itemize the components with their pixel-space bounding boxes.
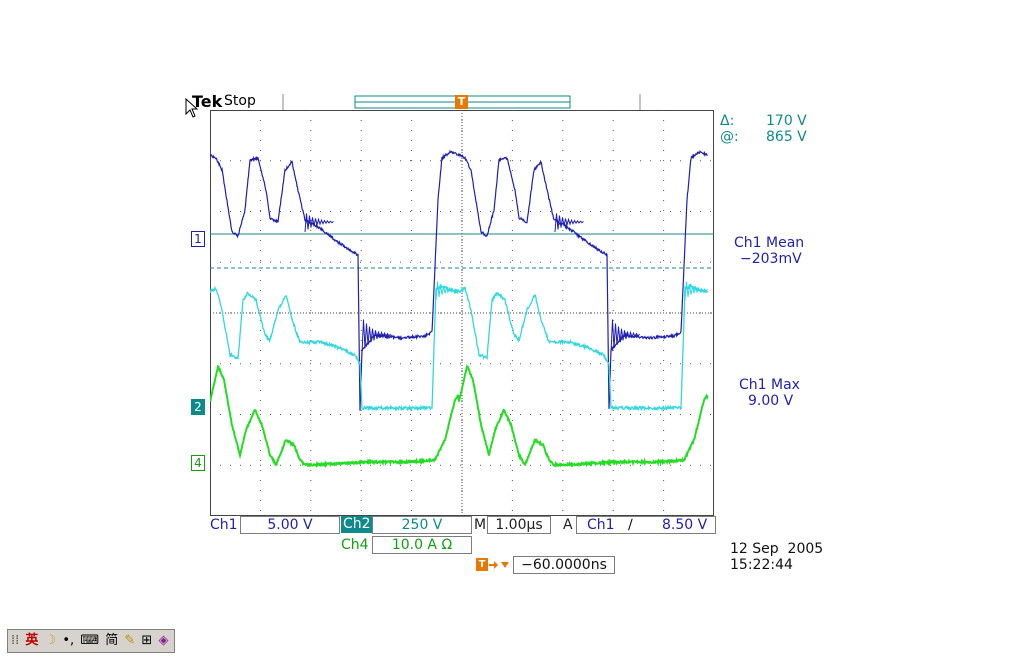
book-icon[interactable]: ◈ (158, 630, 168, 652)
trigger-level: 8.50 V (662, 517, 707, 533)
ime-toolbar[interactable]: ⁞⁞ 英 ☽ •, ⌨ 简 ✎ ⊞ ◈ (7, 629, 175, 653)
cursor-at-label: @: (720, 129, 739, 145)
trigger-source: Ch1 (587, 517, 615, 533)
moon-icon[interactable]: ☽ (45, 630, 57, 652)
ch4-ground-marker[interactable]: 4 (191, 455, 205, 471)
pen-icon[interactable]: ✎ (124, 630, 135, 652)
tek-logo: Tek (192, 92, 222, 111)
ch1-label[interactable]: Ch1 (210, 517, 238, 533)
trigger-position-value[interactable]: −60.0000ns (513, 556, 615, 574)
waveform-display[interactable] (210, 110, 714, 516)
ime-language-button[interactable]: 英 (25, 630, 38, 652)
dot-icon[interactable]: •, (62, 630, 74, 652)
measurement-1-value: −203mV (740, 251, 802, 267)
trigger-arrow-icon (488, 558, 512, 572)
timebase-scale[interactable]: 1.00µs (487, 516, 551, 534)
ch4-label[interactable]: Ch4 (341, 537, 369, 553)
trigger-position-icon: T (476, 558, 488, 571)
trigger-position-marker-top[interactable]: T (455, 95, 468, 109)
acquisition-status: Stop (224, 93, 256, 109)
date-display: 12 Sep 2005 (730, 541, 823, 557)
keyboard-icon[interactable]: ⌨ (80, 630, 99, 652)
measurement-2-value: 9.00 V (748, 393, 793, 409)
ch1-ground-marker[interactable]: 1 (191, 231, 205, 247)
cursor-delta-label: Δ: (720, 113, 734, 129)
grid-icon[interactable]: ⊞ (141, 630, 152, 652)
cursor-at-value: 865 V (766, 129, 807, 145)
ch2-label[interactable]: Ch2 (341, 516, 373, 533)
trigger-label[interactable]: A (563, 517, 573, 533)
measurement-2-label: Ch1 Max (739, 377, 800, 393)
cursor-delta-value: 170 V (766, 113, 807, 129)
toolbar-grip-icon[interactable]: ⁞⁞ (11, 630, 19, 652)
timebase-label[interactable]: M (474, 517, 486, 533)
measurement-1-label: Ch1 Mean (734, 235, 804, 251)
trigger-slope-icon: ∕ (628, 517, 633, 533)
ch1-scale[interactable]: 5.00 V (240, 516, 340, 534)
ch4-scale[interactable]: 10.0 A Ω (372, 536, 472, 554)
ime-mode-button[interactable]: 简 (105, 630, 118, 652)
time-display: 15:22:44 (730, 557, 793, 573)
ch2-ground-marker[interactable]: 2 (191, 399, 205, 415)
ch2-scale[interactable]: 250 V (372, 516, 472, 534)
